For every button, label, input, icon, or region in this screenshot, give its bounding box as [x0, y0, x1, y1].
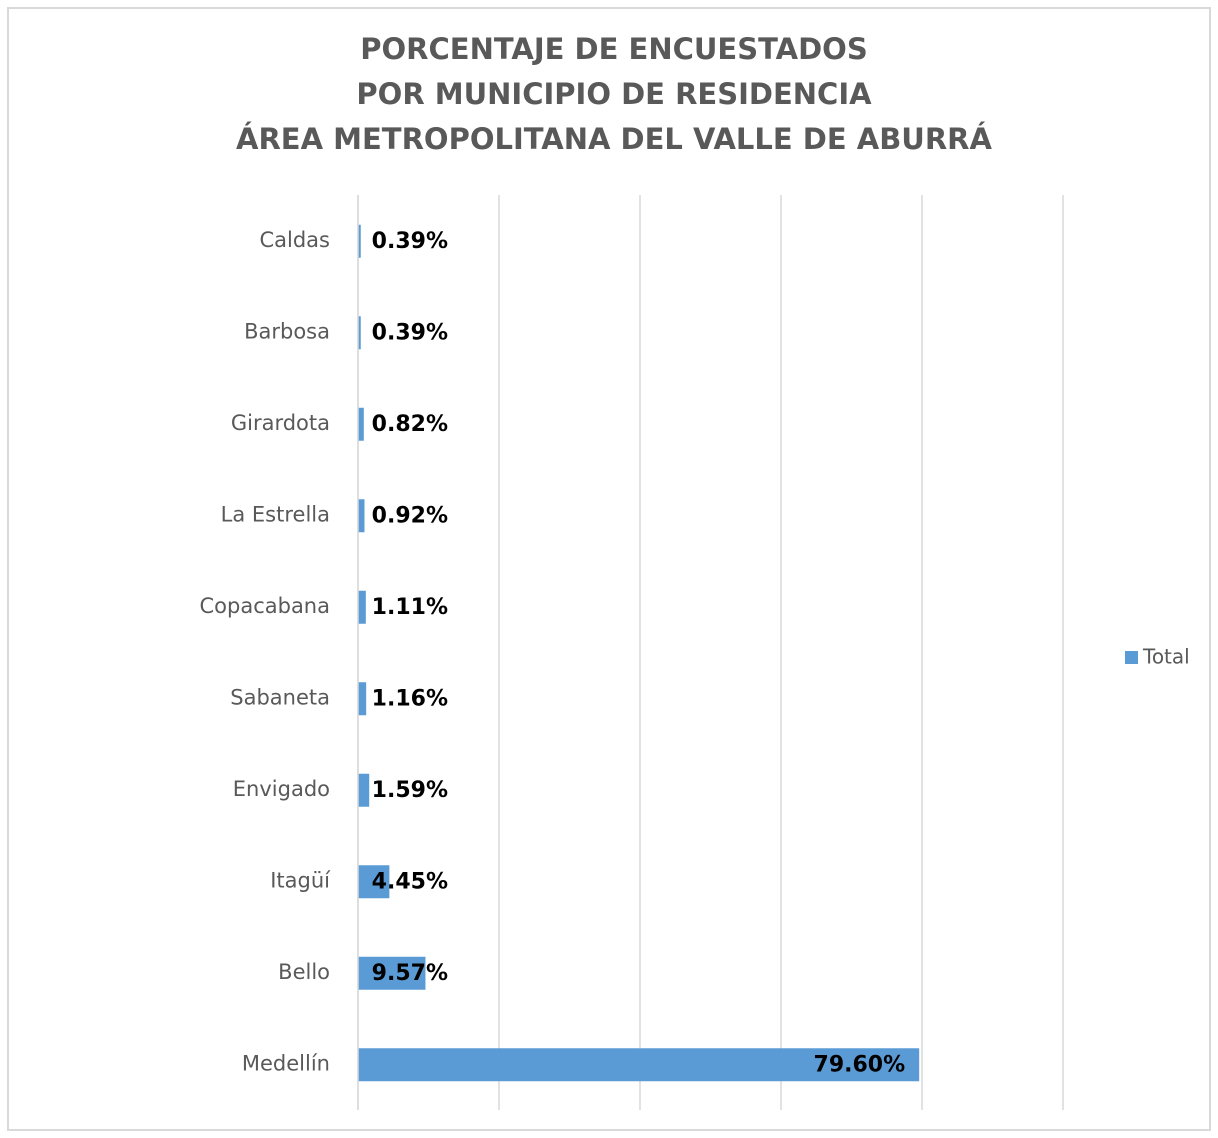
bar — [358, 865, 390, 899]
chart-title: PORCENTAJE DE ENCUESTADOS — [360, 32, 867, 66]
y-tick-label: Bello — [278, 960, 330, 984]
bar — [358, 224, 361, 258]
bar — [358, 682, 367, 716]
y-tick-label: Envigado — [233, 777, 330, 801]
chart-frame — [7, 7, 1211, 1131]
data-label: 1.59% — [372, 778, 448, 803]
y-tick-label: La Estrella — [221, 502, 330, 526]
data-label: 1.16% — [372, 686, 448, 711]
y-tick-label: Caldas — [259, 228, 330, 252]
data-label: 0.92% — [372, 503, 448, 528]
data-label: 1.11% — [372, 595, 448, 620]
y-tick-label: Itagüí — [270, 868, 331, 892]
y-tick-label: Barbosa — [244, 319, 330, 343]
data-label: 79.60% — [814, 1052, 906, 1077]
bar — [358, 499, 365, 533]
data-label: 9.57% — [372, 961, 448, 986]
y-tick-label: Copacabana — [199, 594, 330, 618]
chart-title: POR MUNICIPIO DE RESIDENCIA — [356, 77, 872, 111]
data-label: 4.45% — [372, 869, 448, 894]
bar — [358, 1048, 920, 1082]
y-tick-label: Girardota — [231, 411, 330, 435]
y-tick-label: Medellín — [242, 1051, 330, 1075]
y-tick-label: Sabaneta — [230, 685, 330, 709]
bar — [358, 407, 364, 441]
data-label: 0.39% — [372, 320, 448, 345]
bar — [358, 956, 426, 990]
data-label: 0.39% — [372, 229, 448, 254]
legend-swatch — [1125, 651, 1138, 664]
bar — [358, 316, 361, 350]
bar — [358, 773, 370, 807]
chart-title: ÁREA METROPOLITANA DEL VALLE DE ABURRÁ — [236, 122, 992, 156]
bar — [358, 590, 366, 624]
legend-label: Total — [1142, 645, 1190, 669]
data-label: 0.82% — [372, 412, 448, 437]
